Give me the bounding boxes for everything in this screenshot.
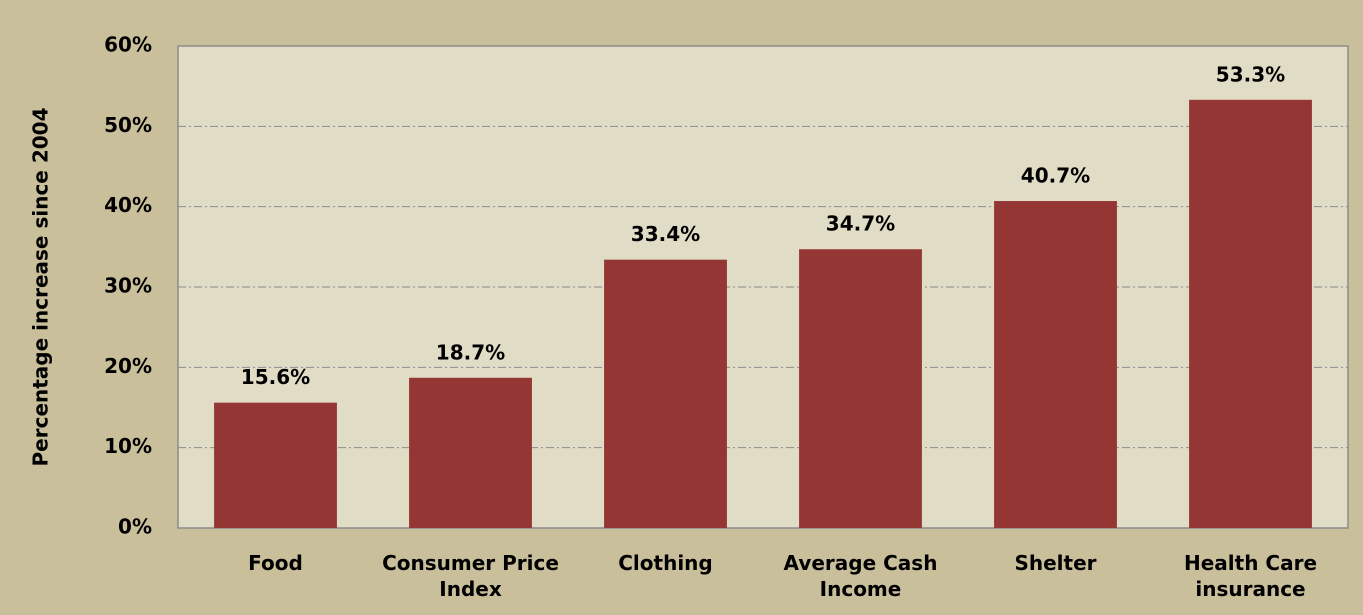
y-tick-label: 10%: [104, 434, 152, 458]
x-tick-label: Average Cash Income: [783, 551, 938, 601]
bar: [409, 377, 532, 528]
x-tick-label: Shelter: [1014, 551, 1097, 575]
value-label: 18.7%: [436, 340, 505, 364]
y-tick-label: 30%: [104, 274, 152, 298]
bar: [994, 201, 1117, 528]
x-tick-label: Consumer Price Index: [382, 551, 559, 601]
y-tick-label: 20%: [104, 354, 152, 378]
y-tick-label: 0%: [118, 515, 152, 539]
value-label: 33.4%: [631, 222, 700, 246]
value-label: 53.3%: [1216, 62, 1285, 86]
x-tick-label: Food: [248, 551, 303, 575]
bar: [799, 249, 922, 528]
y-tick-label: 40%: [104, 193, 152, 217]
x-tick-label: Health Care insurance: [1183, 551, 1318, 601]
bar: [604, 259, 727, 528]
bar: [1189, 99, 1312, 528]
value-label: 34.7%: [826, 212, 895, 236]
bar: [214, 402, 337, 528]
y-tick-label: 50%: [104, 113, 152, 137]
y-tick-label: 60%: [104, 33, 152, 57]
x-tick-label: Clothing: [618, 551, 713, 575]
value-label: 15.6%: [241, 365, 310, 389]
value-label: 40.7%: [1021, 164, 1090, 188]
y-axis-label: Percentage increase since 2004: [29, 108, 53, 467]
